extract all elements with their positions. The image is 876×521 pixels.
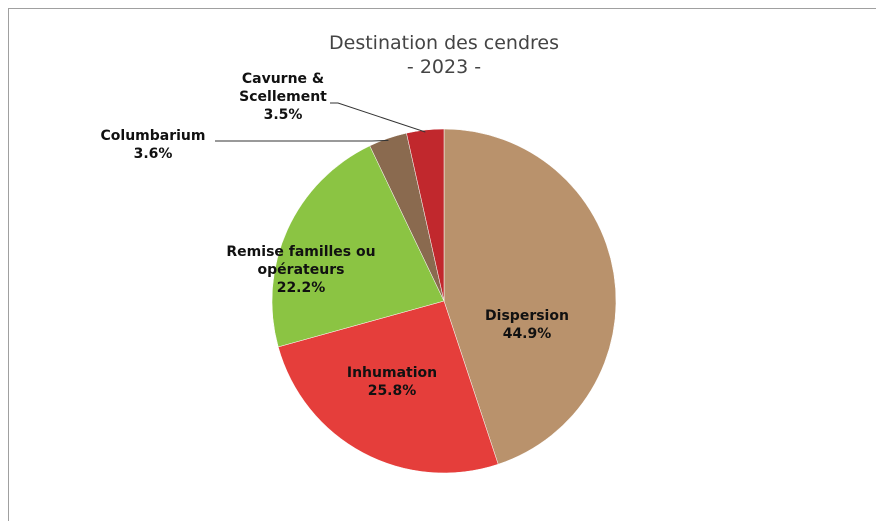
data-label: Columbarium 3.6% [88,127,218,163]
data-label: Remise familles ou opérateurs 22.2% [221,243,381,297]
slice-category: Remise familles ou opérateurs [226,244,376,278]
slice-value: 3.6% [133,146,173,162]
leader-line [330,102,426,133]
slice-value: 3.5% [263,107,303,123]
data-label: Dispersion 44.9% [467,307,587,343]
data-label: Cavurne & Scellement 3.5% [228,70,338,124]
slice-value: 44.9% [502,326,552,342]
slice-value: 25.8% [367,383,417,399]
slice-value: 22.2% [276,280,326,296]
slice-category: Cavurne & Scellement [239,71,327,105]
data-label: Inhumation 25.8% [332,364,452,400]
slice-category: Dispersion [485,308,569,324]
pie-slice [277,300,499,474]
leader-line [215,139,389,142]
slice-category: Inhumation [346,365,438,381]
slice-category: Columbarium [100,128,206,144]
pie-slice [443,128,617,465]
chart-title: Destination des cendres [329,32,559,54]
pie-slice [271,145,445,348]
pie-slice [406,128,445,302]
chart-subtitle: - 2023 - [406,56,482,78]
frame [8,8,876,521]
